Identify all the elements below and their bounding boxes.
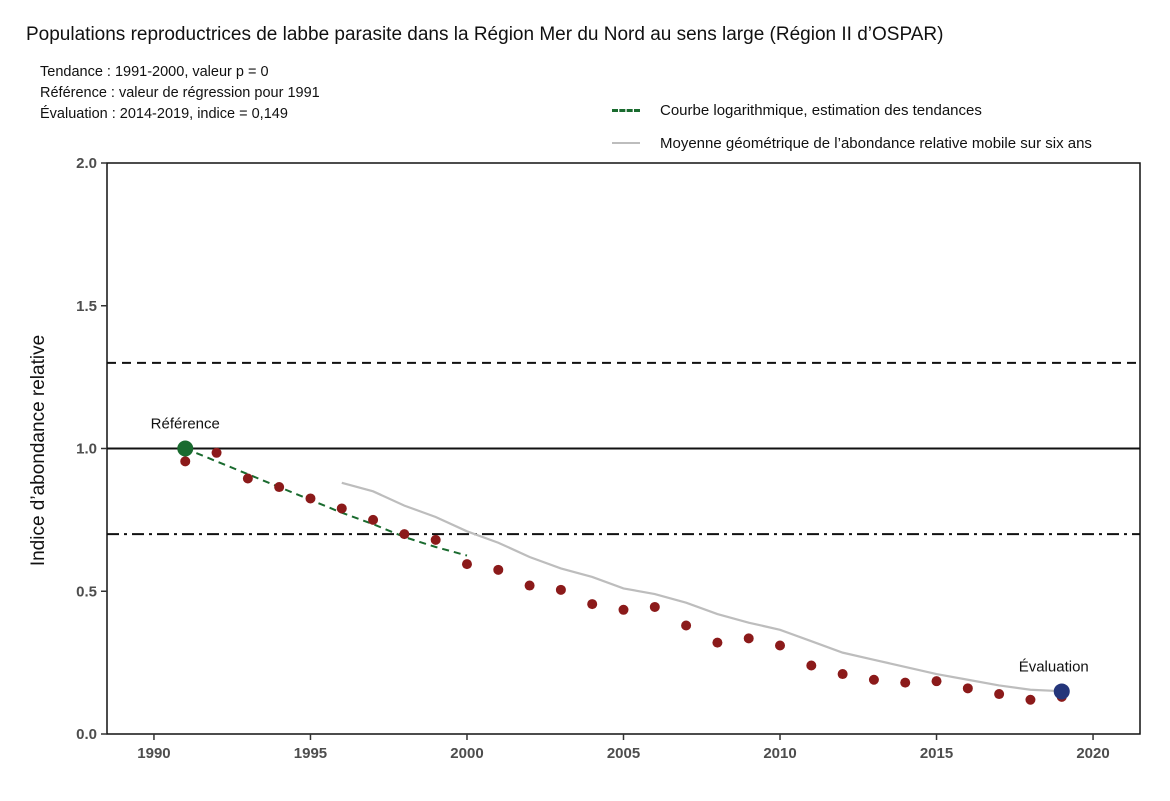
- data-point: [587, 599, 598, 610]
- highlight-point: [177, 440, 194, 457]
- highlight-point: [1053, 683, 1070, 700]
- y-axis-title: Indice d’abondance relative: [28, 335, 49, 566]
- x-tick-label: 1990: [137, 745, 170, 762]
- chart-title: Populations reproductrices de labbe para…: [26, 24, 944, 45]
- data-point: [994, 689, 1005, 700]
- x-tick-label: 2005: [607, 745, 640, 762]
- data-point: [430, 534, 441, 545]
- info-evaluation: Évaluation : 2014-2019, indice = 0,149: [40, 106, 288, 122]
- data-point: [900, 677, 911, 688]
- y-tick-label: 0.0: [76, 726, 97, 743]
- plot-area: Référence Évaluation: [107, 361, 1140, 705]
- y-tick-label: 0.5: [76, 583, 97, 600]
- x-tick-label: 2015: [920, 745, 953, 762]
- trend-line: [184, 447, 468, 557]
- info-trend: Tendance : 1991-2000, valeur p = 0: [40, 64, 269, 80]
- data-point: [618, 604, 629, 615]
- x-tick-label: 2020: [1076, 745, 1109, 762]
- data-point: [211, 447, 222, 458]
- data-point: [837, 669, 848, 680]
- highlight-label: Référence: [151, 416, 220, 433]
- data-point: [1025, 694, 1036, 705]
- legend-item-mean: Moyenne géométrique de l’abondance relat…: [612, 133, 1092, 153]
- data-point: [712, 637, 723, 648]
- data-point: [775, 640, 786, 651]
- data-point: [180, 456, 191, 467]
- data-point: [274, 482, 285, 493]
- moving-mean-line: [341, 481, 1062, 693]
- data-point: [931, 676, 942, 687]
- x-tick-label: 1995: [294, 745, 327, 762]
- data-point: [681, 620, 692, 631]
- data-point: [743, 633, 754, 644]
- x-tick-label: 2010: [763, 745, 796, 762]
- legend-label-trend: Courbe logarithmique, estimation des ten…: [660, 101, 982, 119]
- legend-label-mean: Moyenne géométrique de l’abondance relat…: [660, 134, 1092, 152]
- data-point: [399, 529, 410, 540]
- axes: 1990 1995 2000 2005 2010 2015 2020 0.0 0.5 1.0 1.5…: [76, 155, 1110, 762]
- legend-item-trend: Courbe logarithmique, estimation des ten…: [612, 100, 982, 120]
- y-tick-label: 1.5: [76, 298, 97, 315]
- data-point: [305, 493, 316, 504]
- data-point: [962, 683, 973, 694]
- data-point: [336, 503, 347, 514]
- data-point: [493, 564, 504, 575]
- info-block: Tendance : 1991-2000, valeur p = 0 Référ…: [40, 62, 320, 125]
- data-point: [524, 580, 535, 591]
- y-tick-label: 1.0: [76, 441, 97, 458]
- data-point: [368, 514, 379, 525]
- data-point: [868, 674, 879, 685]
- data-point: [555, 584, 566, 595]
- legend-key-trend: [612, 108, 640, 112]
- data-point: [649, 601, 660, 612]
- legend-key-mean: [612, 142, 640, 144]
- info-reference: Référence : valeur de régression pour 19…: [40, 85, 320, 101]
- x-tick-label: 2000: [450, 745, 483, 762]
- data-point: [461, 559, 472, 570]
- highlight-label: Évaluation: [1019, 658, 1089, 675]
- y-tick-label: 2.0: [76, 155, 97, 172]
- data-point: [806, 660, 817, 671]
- data-point: [242, 473, 253, 484]
